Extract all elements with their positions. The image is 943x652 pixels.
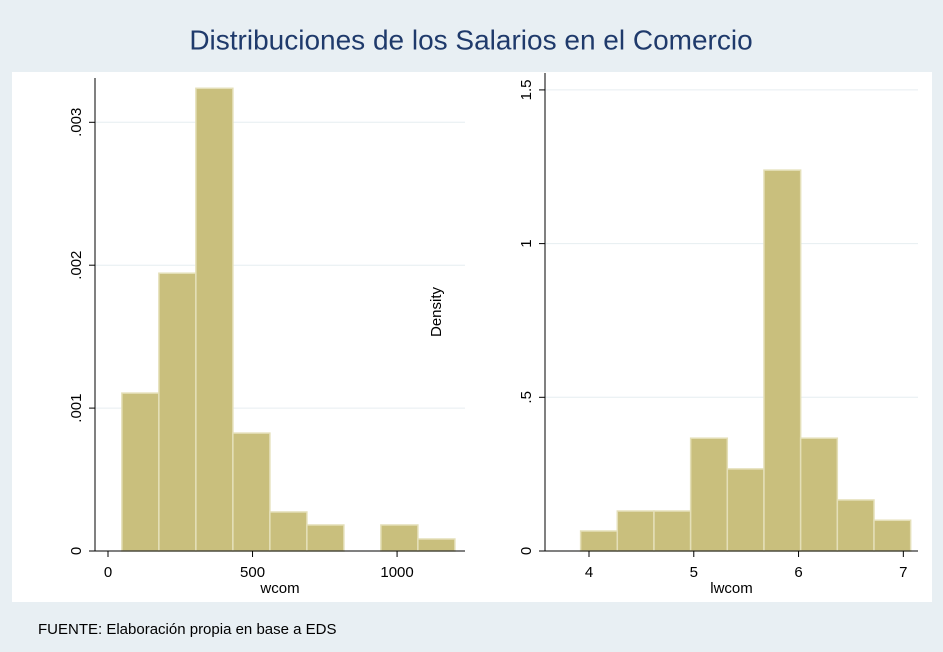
x-tick-label: 500 bbox=[240, 564, 265, 581]
histogram-bar bbox=[763, 169, 802, 552]
histogram-bar bbox=[195, 87, 234, 552]
histogram-bar bbox=[689, 437, 729, 552]
histogram-bar bbox=[306, 524, 345, 552]
y-tick-label: .5 bbox=[518, 391, 535, 404]
y-tick-label: .003 bbox=[68, 108, 85, 137]
x-tick-label: 7 bbox=[899, 564, 907, 581]
histogram-bar bbox=[380, 524, 419, 552]
histogram-bar bbox=[873, 519, 912, 552]
histogram-bar bbox=[121, 392, 160, 552]
y-tick-label: 1 bbox=[518, 239, 535, 247]
y-tick-label: 1.5 bbox=[518, 79, 535, 100]
source-note: FUENTE: Elaboración propia en base a EDS bbox=[38, 621, 336, 638]
figure-title: Distribuciones de los Salarios en el Com… bbox=[189, 24, 752, 55]
x-axis-label: lwcom bbox=[710, 580, 753, 597]
y-tick-label: .001 bbox=[68, 393, 85, 422]
y-axis-label: Density bbox=[428, 286, 445, 337]
x-axis-label: wcom bbox=[259, 580, 299, 597]
histogram-bar bbox=[653, 510, 692, 552]
histogram-bar bbox=[232, 432, 271, 552]
histogram-bar bbox=[836, 499, 875, 552]
x-tick-label: 0 bbox=[104, 564, 112, 581]
histogram-bar bbox=[158, 272, 197, 552]
y-tick-label: 0 bbox=[518, 547, 535, 555]
y-tick-label: 0 bbox=[68, 547, 85, 555]
histogram-bar bbox=[417, 538, 456, 552]
y-tick-label: .002 bbox=[68, 251, 85, 280]
histogram-bar bbox=[579, 530, 619, 552]
histogram-bar bbox=[269, 511, 308, 552]
histogram-bar bbox=[616, 510, 655, 552]
histogram-bar bbox=[726, 468, 765, 552]
x-tick-label: 6 bbox=[794, 564, 802, 581]
histogram-bar bbox=[799, 437, 839, 552]
x-tick-label: 4 bbox=[585, 564, 593, 581]
x-tick-label: 1000 bbox=[380, 564, 413, 581]
x-tick-label: 5 bbox=[690, 564, 698, 581]
